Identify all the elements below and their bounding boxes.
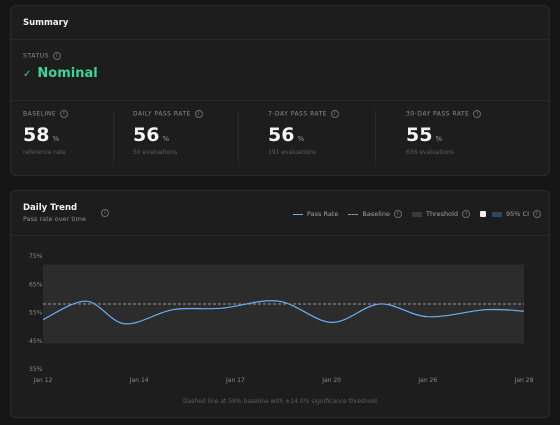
metric-value-number: 56 (133, 124, 160, 146)
legend-threshold[interactable]: Threshold i (411, 210, 471, 218)
metric-sub: reference rate (23, 149, 66, 156)
x-tick-label: Jan 28 (514, 377, 534, 384)
legend-band-swatch (411, 211, 422, 217)
info-icon[interactable]: i (60, 110, 69, 118)
x-tick-label: Jan 14 (129, 377, 149, 384)
info-icon[interactable]: i (533, 210, 541, 218)
metric-unit: % (297, 135, 305, 143)
y-tick-label: 45% (29, 338, 43, 345)
metric-label: BASELINE i (23, 110, 148, 118)
metric-unit: % (435, 135, 443, 143)
metric-value: 55% (406, 124, 531, 146)
metric-sub: 191 evaluations (268, 149, 317, 156)
info-icon[interactable]: i (473, 110, 482, 118)
y-tick-label: 75% (29, 253, 43, 260)
summary-divider (11, 39, 549, 40)
pass-rate-chart: 75% 65% 55% 45% 35% Jan 12 Jan 14 Jan 17 Jan 20 J… (29, 253, 534, 384)
metric-separator (113, 110, 114, 166)
metrics-divider (11, 100, 549, 101)
ci-checkbox[interactable] (480, 211, 487, 217)
metric-value-number: 58 (23, 124, 50, 146)
legend-label: Pass Rate (307, 210, 339, 218)
metric-separator (375, 110, 376, 166)
x-tick-label: Jan 20 (321, 377, 341, 384)
legend-ci-swatch (492, 211, 503, 217)
legend-label: Baseline (362, 210, 390, 218)
metric-unit: % (52, 135, 60, 143)
check-icon: ✓ (23, 69, 32, 80)
x-tick-label: Jan 26 (417, 377, 437, 384)
metric-label-text: DAILY PASS RATE (133, 110, 191, 118)
metric-value-number: 56 (268, 124, 295, 146)
legend-ci[interactable]: 95% CI i (480, 210, 541, 218)
metric-label-text: 7-DAY PASS RATE (268, 110, 328, 118)
legend-dash-swatch (348, 213, 359, 215)
y-tick-label: 35% (29, 366, 43, 373)
x-tick-label: Jan 12 (33, 377, 53, 384)
metric-baseline: BASELINE i 58% reference rate (23, 110, 148, 168)
metric-label: 30-DAY PASS RATE i (406, 110, 531, 118)
summary-title: Summary (23, 18, 69, 28)
metric-daily-pass-rate: DAILY PASS RATE i 56% 50 evaluations (133, 110, 258, 168)
status-value-text: Nominal (37, 66, 98, 81)
status-label: STATUS i (23, 52, 62, 60)
metric-30-day-pass-rate: 30-DAY PASS RATE i 55% 636 evaluations (406, 110, 531, 168)
info-icon[interactable]: i (53, 52, 62, 60)
metric-label: DAILY PASS RATE i (133, 110, 258, 118)
info-icon[interactable]: i (194, 110, 203, 118)
metric-value-number: 55 (406, 124, 433, 146)
info-icon[interactable]: i (331, 110, 340, 118)
trend-title: Daily Trend (23, 203, 78, 213)
status-label-text: STATUS (23, 52, 50, 60)
legend-line-swatch (293, 213, 304, 215)
metric-label-text: 30-DAY PASS RATE (406, 110, 470, 118)
x-tick-label: Jan 17 (225, 377, 245, 384)
metric-sub: 636 evaluations (406, 149, 455, 156)
pass-rate-line (42, 300, 525, 325)
info-icon[interactable]: i (101, 209, 109, 217)
metric-value: 56% (268, 124, 393, 146)
info-icon[interactable]: i (462, 210, 471, 218)
legend-baseline[interactable]: Baseline i (348, 210, 402, 218)
legend-label: Threshold (425, 210, 459, 218)
y-tick-label: 65% (29, 281, 43, 288)
metric-value: 58% (23, 124, 148, 146)
metric-unit: % (162, 135, 170, 143)
metric-label: 7-DAY PASS RATE i (268, 110, 393, 118)
trend-subtitle: Pass rate over time (23, 215, 86, 223)
legend-label: 95% CI (506, 210, 529, 218)
trend-divider (11, 235, 549, 236)
summary-card: Summary STATUS i ✓ Nominal BASELINE i 58% r… (10, 5, 550, 176)
metric-7-day-pass-rate: 7-DAY PASS RATE i 56% 191 evaluations (268, 110, 393, 168)
metric-label-text: BASELINE (23, 110, 57, 118)
daily-trend-card: Daily Trend Pass rate over time i Pass R… (10, 190, 550, 418)
chart-caption: Dashed line at 58% baseline with ±14.0% … (182, 398, 377, 405)
chart-legend: Pass Rate Baseline i Threshold i 95% CI i (283, 210, 541, 218)
metric-sub: 50 evaluations (133, 149, 178, 156)
metric-separator (238, 110, 239, 166)
metric-value: 56% (133, 124, 258, 146)
legend-pass-rate[interactable]: Pass Rate (293, 210, 338, 218)
status-value: ✓ Nominal (23, 66, 98, 81)
y-tick-label: 55% (29, 310, 43, 317)
info-icon[interactable]: i (393, 210, 402, 218)
